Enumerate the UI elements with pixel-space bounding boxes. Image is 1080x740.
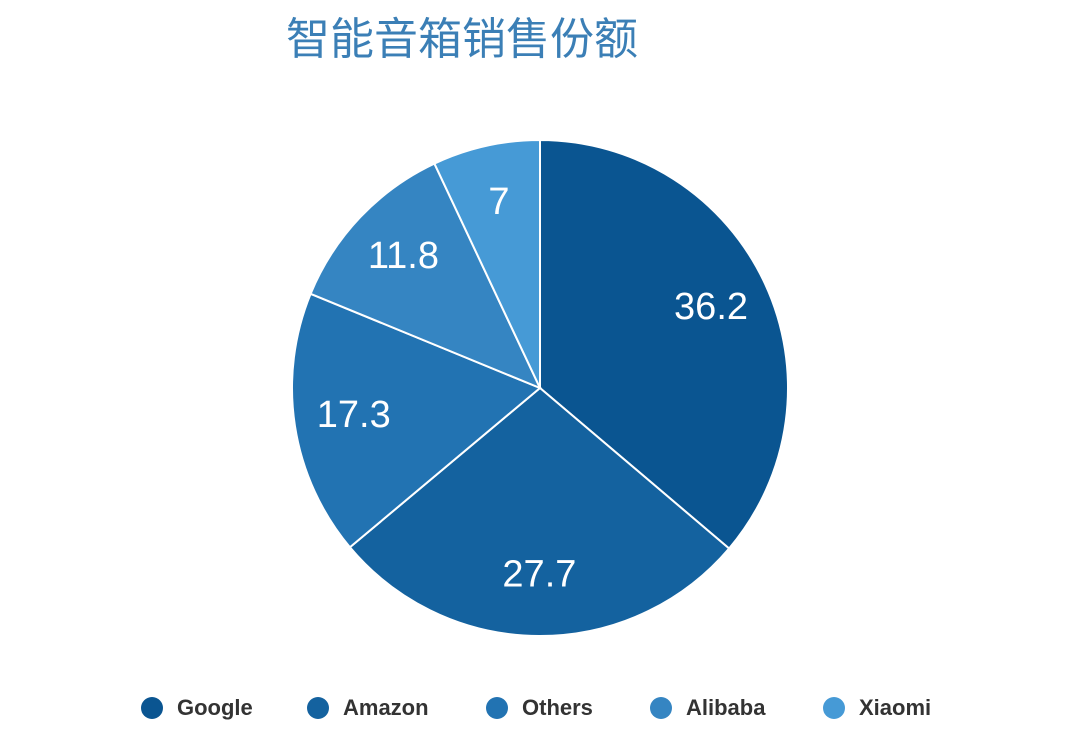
pie-slice — [433, 138, 541, 389]
legend-label: Alibaba — [686, 695, 766, 720]
pie-slice — [348, 386, 731, 637]
pie-slice — [309, 162, 543, 390]
value-label: 7 — [488, 181, 509, 223]
legend-label: Amazon — [343, 695, 429, 720]
legend-marker — [650, 697, 672, 719]
legend-marker — [141, 697, 163, 719]
legend-marker — [823, 697, 845, 719]
legend-label: Others — [522, 695, 593, 720]
legend-label: Google — [177, 695, 253, 720]
legend-marker — [307, 697, 329, 719]
chart-title: 智能音箱销售份额 — [286, 14, 638, 65]
value-label: 36.2 — [674, 286, 748, 328]
value-label: 27.7 — [502, 554, 576, 596]
value-label: 11.8 — [368, 235, 439, 277]
legend-marker — [486, 697, 508, 719]
legend-label: Xiaomi — [859, 695, 931, 720]
pie-slice — [539, 138, 789, 550]
pie-slice — [291, 292, 542, 549]
value-label: 17.3 — [317, 394, 391, 436]
